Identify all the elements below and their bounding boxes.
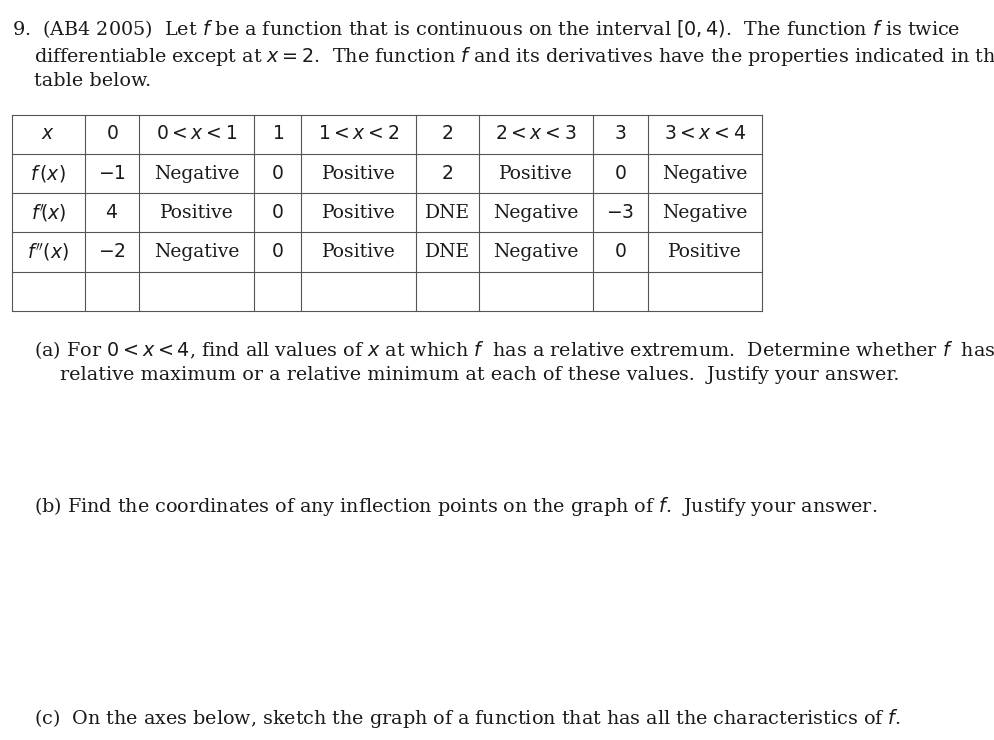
Text: $−1$: $−1$: [98, 164, 125, 183]
Text: $2$: $2$: [440, 125, 453, 144]
Text: differentiable except at $x = 2$.  The function $f$ and its derivatives have the: differentiable except at $x = 2$. The fu…: [34, 45, 994, 68]
Text: $4$: $4$: [105, 204, 118, 222]
Text: $−2$: $−2$: [98, 243, 125, 261]
Text: $1$: $1$: [271, 125, 283, 144]
Text: $−3$: $−3$: [605, 204, 634, 222]
Text: $0$: $0$: [271, 164, 283, 183]
Text: Positive: Positive: [321, 204, 396, 222]
Text: DNE: DNE: [424, 204, 469, 222]
Text: $f'\!(x)$: $f'\!(x)$: [31, 202, 66, 223]
Text: relative maximum or a relative minimum at each of these values.  Justify your an: relative maximum or a relative minimum a…: [60, 366, 899, 383]
Text: $0$: $0$: [613, 164, 626, 183]
Text: $2 < x < 3$: $2 < x < 3$: [495, 125, 576, 144]
Text: $f\,(x)$: $f\,(x)$: [31, 163, 66, 184]
Text: (c)  On the axes below, sketch the graph of a function that has all the characte: (c) On the axes below, sketch the graph …: [34, 707, 900, 730]
Text: Negative: Negative: [662, 164, 746, 183]
Text: $0 < x < 1$: $0 < x < 1$: [156, 125, 237, 144]
Text: $3$: $3$: [613, 125, 626, 144]
Text: 9.  (AB4 2005)  Let $f$ be a function that is continuous on the interval $[0,4)$: 9. (AB4 2005) Let $f$ be a function that…: [12, 18, 959, 41]
Text: Negative: Negative: [493, 204, 578, 222]
Text: Positive: Positive: [667, 243, 742, 261]
Text: Positive: Positive: [159, 204, 234, 222]
Text: Negative: Negative: [154, 243, 239, 261]
Text: $3 < x < 4$: $3 < x < 4$: [663, 125, 746, 144]
Text: $x$: $x$: [42, 125, 55, 144]
Text: $f^{\prime\prime}(x)$: $f^{\prime\prime}(x)$: [27, 241, 70, 263]
Text: $0$: $0$: [271, 204, 283, 222]
Text: Positive: Positive: [498, 164, 573, 183]
Text: $0$: $0$: [105, 125, 118, 144]
Text: $2$: $2$: [440, 164, 453, 183]
Text: Positive: Positive: [321, 243, 396, 261]
Text: (b) Find the coordinates of any inflection points on the graph of $f$.  Justify : (b) Find the coordinates of any inflecti…: [34, 495, 877, 518]
Text: DNE: DNE: [424, 243, 469, 261]
Text: (a) For $0 < x < 4$, find all values of $x$ at which $f$  has a relative extremu: (a) For $0 < x < 4$, find all values of …: [34, 339, 994, 361]
Text: Negative: Negative: [493, 243, 578, 261]
Text: Positive: Positive: [321, 164, 396, 183]
Text: $0$: $0$: [613, 243, 626, 261]
Text: $1 < x < 2$: $1 < x < 2$: [318, 125, 399, 144]
Text: $0$: $0$: [271, 243, 283, 261]
Text: Negative: Negative: [154, 164, 239, 183]
Text: Negative: Negative: [662, 204, 746, 222]
Text: table below.: table below.: [34, 72, 151, 90]
